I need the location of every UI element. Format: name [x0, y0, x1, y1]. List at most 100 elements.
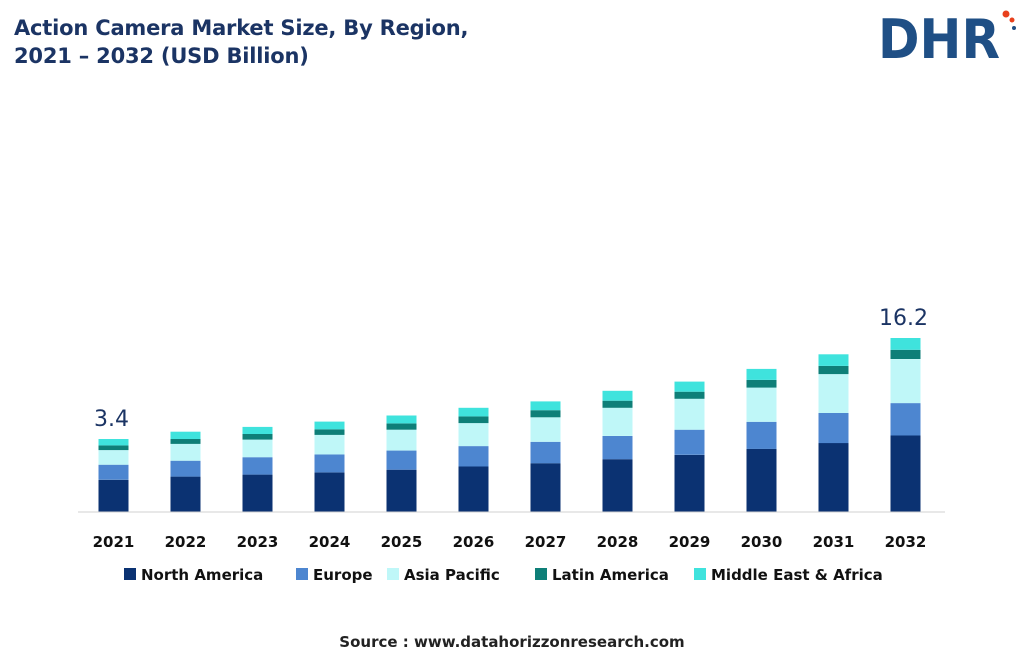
bar-segment-middle-east-and-africa-2024 [314, 421, 345, 430]
bar-segment-middle-east-and-africa-2030 [746, 368, 777, 380]
bar-segment-middle-east-and-africa-2026 [458, 407, 489, 417]
logo-text: DHR [878, 8, 1000, 66]
legend: North America Europe Asia Pacific Latin Ame… [124, 566, 883, 584]
bar-segment-latin-america-2021 [98, 445, 129, 451]
data-labels-group: 3.4 16.2 [94, 306, 928, 432]
bar-segment-europe-2029 [674, 429, 705, 455]
bar-segment-europe-2028 [602, 436, 633, 460]
bar-segment-asia-pacific-2023 [242, 439, 273, 458]
legend-item-asia-pacific: Asia Pacific [387, 566, 500, 584]
bar-segment-middle-east-and-africa-2027 [530, 401, 561, 411]
chart-title-line2: 2021 – 2032 (USD Billion) [14, 44, 309, 68]
source-note: Source : www.datahorizzonresearch.com [339, 633, 685, 651]
bar-segment-asia-pacific-2030 [746, 387, 777, 422]
legend-item-middle-east-and-africa: Middle East & Africa [694, 566, 883, 584]
bar-segment-north-america-2024 [314, 472, 345, 512]
bar-segment-north-america-2030 [746, 448, 777, 512]
legend-label-north-america: North America [141, 566, 263, 584]
bar-segment-north-america-2031 [818, 443, 849, 512]
bars-group [98, 338, 921, 512]
x-tick-label-2030: 2030 [741, 533, 783, 551]
bar-segment-latin-america-2023 [242, 434, 273, 440]
x-tick-label-2024: 2024 [309, 533, 351, 551]
bar-segment-asia-pacific-2025 [386, 429, 417, 451]
bar-segment-middle-east-and-africa-2023 [242, 426, 273, 434]
legend-swatch-north-america [124, 568, 136, 580]
logo-accent-dot [1009, 17, 1015, 23]
bar-segment-asia-pacific-2027 [530, 417, 561, 442]
bar-segment-europe-2024 [314, 454, 345, 473]
bar-segment-latin-america-2026 [458, 416, 489, 424]
legend-label-latin-america: Latin America [552, 566, 669, 584]
bar-segment-north-america-2028 [602, 459, 633, 512]
bar-segment-north-america-2032 [890, 435, 921, 512]
bar-segment-north-america-2023 [242, 474, 273, 512]
bar-segment-middle-east-and-africa-2028 [602, 390, 633, 401]
bar-segment-north-america-2025 [386, 469, 417, 512]
bar-segment-europe-2023 [242, 457, 273, 475]
bar-segment-middle-east-and-africa-2022 [170, 431, 201, 439]
bar-segment-europe-2027 [530, 441, 561, 464]
bar-segment-latin-america-2024 [314, 429, 345, 435]
x-tick-label-2022: 2022 [165, 533, 207, 551]
bar-segment-middle-east-and-africa-2032 [890, 338, 921, 350]
legend-swatch-asia-pacific [387, 568, 399, 580]
bar-segment-latin-america-2027 [530, 410, 561, 418]
bar-segment-latin-america-2032 [890, 349, 921, 359]
bar-segment-europe-2026 [458, 446, 489, 467]
bar-segment-latin-america-2028 [602, 400, 633, 408]
bar-segment-europe-2032 [890, 403, 921, 436]
bar-segment-latin-america-2025 [386, 423, 417, 430]
x-tick-label-2028: 2028 [597, 533, 639, 551]
bar-segment-asia-pacific-2021 [98, 450, 129, 465]
bar-segment-north-america-2022 [170, 476, 201, 512]
logo-accent-dot [1002, 10, 1010, 18]
x-tick-label-2023: 2023 [237, 533, 279, 551]
legend-label-europe: Europe [313, 566, 373, 584]
bar-segment-north-america-2027 [530, 463, 561, 512]
bar-segment-europe-2025 [386, 450, 417, 470]
bar-segment-latin-america-2031 [818, 365, 849, 375]
legend-item-europe: Europe [296, 566, 373, 584]
x-tick-label-2025: 2025 [381, 533, 423, 551]
legend-swatch-latin-america [535, 568, 547, 580]
legend-item-north-america: North America [124, 566, 263, 584]
bar-segment-asia-pacific-2032 [890, 359, 921, 404]
bar-segment-asia-pacific-2024 [314, 434, 345, 455]
bar-segment-asia-pacific-2028 [602, 407, 633, 436]
bar-segment-europe-2030 [746, 421, 777, 449]
chart-title: Action Camera Market Size, By Region, 20… [14, 14, 468, 70]
dhr-logo: DHR [878, 8, 1016, 66]
x-tick-label-2027: 2027 [525, 533, 567, 551]
x-tick-label-2031: 2031 [813, 533, 855, 551]
bar-segment-europe-2021 [98, 464, 129, 480]
logo-accent-dot [1012, 26, 1016, 30]
legend-label-asia-pacific: Asia Pacific [404, 566, 500, 584]
x-tick-label-2026: 2026 [453, 533, 495, 551]
bar-segment-middle-east-and-africa-2029 [674, 381, 705, 392]
bar-segment-north-america-2029 [674, 454, 705, 512]
chart-title-line1: Action Camera Market Size, By Region, [14, 16, 469, 40]
bar-segment-latin-america-2030 [746, 379, 777, 388]
bar-segment-latin-america-2022 [170, 439, 201, 444]
bar-segment-asia-pacific-2026 [458, 423, 489, 447]
data-label-total-2032: 16.2 [879, 306, 928, 331]
bar-segment-middle-east-and-africa-2031 [818, 354, 849, 366]
x-tick-label-2032: 2032 [885, 533, 927, 551]
bar-segment-asia-pacific-2029 [674, 398, 705, 430]
data-label-total-2021: 3.4 [94, 407, 129, 432]
x-tick-label-2021: 2021 [93, 533, 135, 551]
bar-segment-middle-east-and-africa-2025 [386, 415, 417, 424]
legend-swatch-middle-east-and-africa [694, 568, 706, 580]
bar-segment-asia-pacific-2022 [170, 443, 201, 461]
legend-swatch-europe [296, 568, 308, 580]
bar-segment-europe-2022 [170, 460, 201, 477]
bar-segment-north-america-2021 [98, 479, 129, 512]
legend-item-latin-america: Latin America [535, 566, 669, 584]
x-tick-label-2029: 2029 [669, 533, 711, 551]
bar-segment-north-america-2026 [458, 466, 489, 512]
bar-segment-latin-america-2029 [674, 391, 705, 399]
bar-segment-middle-east-and-africa-2021 [98, 439, 129, 446]
x-tick-labels-group: 2021 2022 2023 2024 2025 2026 2027 2028 2029 2030… [93, 533, 927, 551]
